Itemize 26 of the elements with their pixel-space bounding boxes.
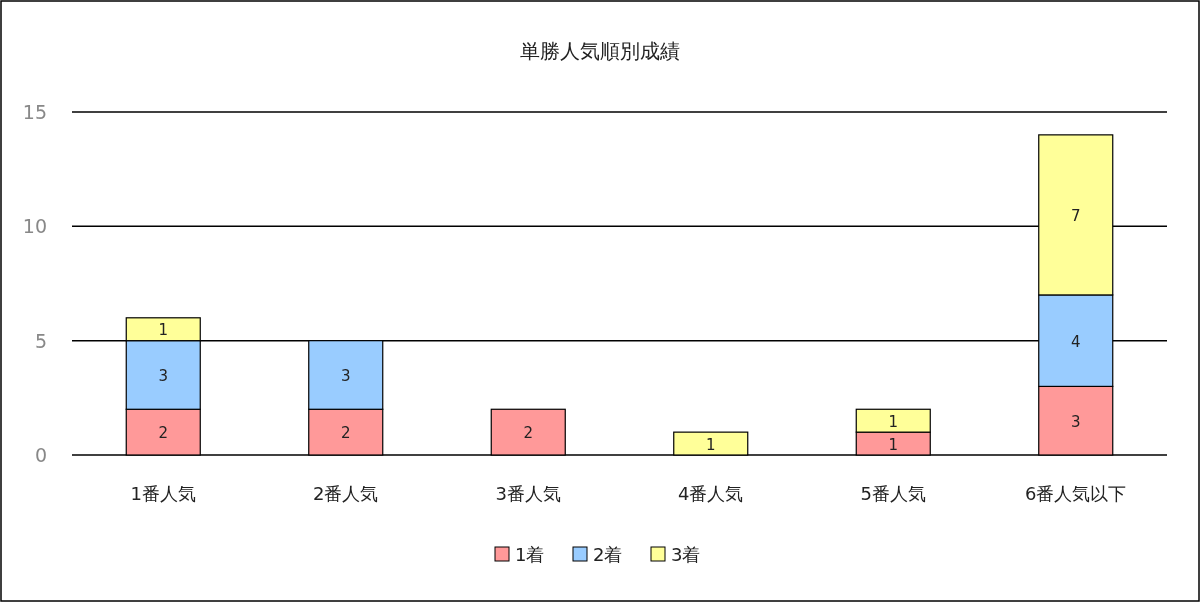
legend-label: 1着 bbox=[515, 544, 545, 565]
y-tick-label: 0 bbox=[34, 444, 47, 466]
x-tick-label: 1番人気 bbox=[130, 483, 196, 504]
data-label: 2 bbox=[158, 424, 169, 443]
data-label: 1 bbox=[158, 321, 169, 340]
data-label: 2 bbox=[523, 424, 534, 443]
y-tick-label: 5 bbox=[34, 329, 47, 352]
data-label: 1 bbox=[888, 435, 899, 454]
data-label: 3 bbox=[1070, 412, 1081, 431]
x-tick-label: 3番人気 bbox=[495, 483, 561, 504]
data-label: 1 bbox=[705, 435, 716, 454]
x-tick-label: 4番人気 bbox=[678, 483, 744, 504]
legend-label: 2着 bbox=[593, 544, 623, 565]
data-label: 2 bbox=[340, 424, 351, 443]
x-tick-label: 6番人気以下 bbox=[1025, 483, 1127, 504]
x-tick-label: 2番人気 bbox=[313, 483, 379, 504]
y-tick-label: 15 bbox=[22, 101, 47, 123]
data-label: 3 bbox=[158, 366, 169, 385]
data-label: 1 bbox=[888, 412, 899, 431]
data-label: 4 bbox=[1070, 332, 1081, 351]
data-label: 7 bbox=[1070, 206, 1081, 225]
y-tick-label: 10 bbox=[22, 215, 47, 238]
x-tick-label: 5番人気 bbox=[860, 483, 926, 504]
legend-label: 3着 bbox=[671, 544, 701, 565]
chart-title: 単勝人気順別成績 bbox=[520, 39, 680, 63]
data-label: 3 bbox=[340, 366, 351, 385]
